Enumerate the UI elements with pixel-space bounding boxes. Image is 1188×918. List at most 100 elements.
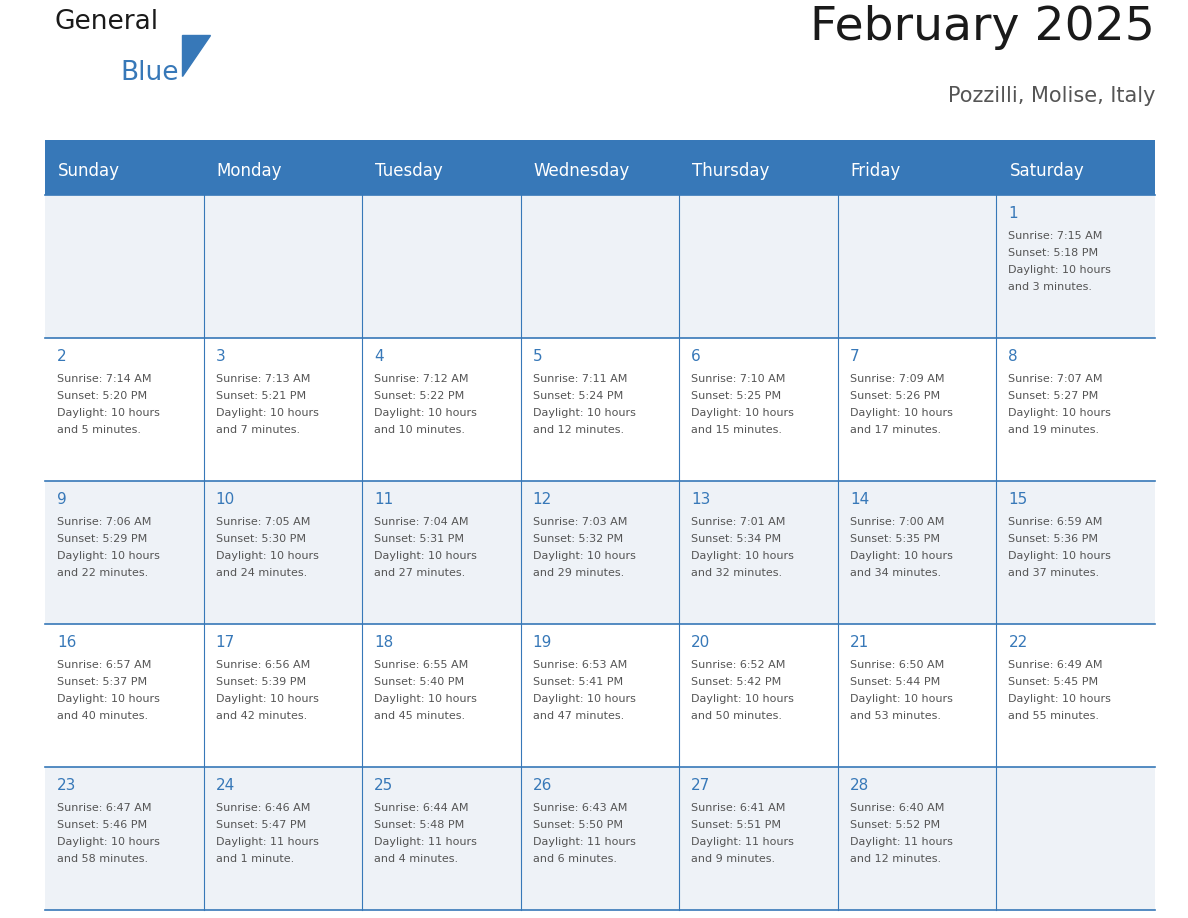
Text: Sunrise: 7:06 AM: Sunrise: 7:06 AM [57,517,151,527]
Text: 22: 22 [1009,635,1028,650]
Text: Saturday: Saturday [1010,162,1085,180]
Text: 1: 1 [1009,206,1018,221]
Bar [997,624,1155,767]
Text: Daylight: 11 hours: Daylight: 11 hours [691,837,794,847]
Text: Blue: Blue [120,60,178,86]
Bar [838,338,997,481]
Bar [203,338,362,481]
Text: 10: 10 [215,492,235,507]
Text: Sunset: 5:50 PM: Sunset: 5:50 PM [532,820,623,830]
Bar [680,624,838,767]
Text: and 9 minutes.: and 9 minutes. [691,854,776,864]
Text: and 24 minutes.: and 24 minutes. [215,568,307,578]
Bar [520,481,680,624]
Bar [997,147,1155,195]
Bar [520,147,680,195]
Text: Sunset: 5:40 PM: Sunset: 5:40 PM [374,677,465,687]
Text: Daylight: 10 hours: Daylight: 10 hours [374,694,478,704]
Text: Sunset: 5:51 PM: Sunset: 5:51 PM [691,820,782,830]
Text: Daylight: 10 hours: Daylight: 10 hours [849,551,953,561]
Text: Daylight: 10 hours: Daylight: 10 hours [691,551,794,561]
Text: Daylight: 10 hours: Daylight: 10 hours [691,694,794,704]
Text: 28: 28 [849,778,870,793]
Bar [838,195,997,338]
Text: and 12 minutes.: and 12 minutes. [849,854,941,864]
Text: Sunrise: 6:43 AM: Sunrise: 6:43 AM [532,803,627,813]
Text: 23: 23 [57,778,76,793]
Bar [45,767,203,910]
Text: Daylight: 10 hours: Daylight: 10 hours [57,837,160,847]
Text: Sunrise: 7:10 AM: Sunrise: 7:10 AM [691,374,785,384]
Text: and 34 minutes.: and 34 minutes. [849,568,941,578]
Bar [838,624,997,767]
Bar [203,767,362,910]
Bar [680,481,838,624]
Bar [45,481,203,624]
Bar [520,338,680,481]
Text: Pozzilli, Molise, Italy: Pozzilli, Molise, Italy [948,86,1155,106]
Text: Sunrise: 7:01 AM: Sunrise: 7:01 AM [691,517,785,527]
Bar [362,147,520,195]
Text: Sunrise: 7:15 AM: Sunrise: 7:15 AM [1009,231,1102,241]
Text: and 15 minutes.: and 15 minutes. [691,425,782,435]
Text: and 27 minutes.: and 27 minutes. [374,568,466,578]
Text: 19: 19 [532,635,552,650]
Text: Sunset: 5:26 PM: Sunset: 5:26 PM [849,391,940,401]
Text: Sunrise: 6:44 AM: Sunrise: 6:44 AM [374,803,468,813]
Text: Friday: Friday [851,162,902,180]
Text: Sunrise: 6:55 AM: Sunrise: 6:55 AM [374,660,468,670]
Text: Sunset: 5:24 PM: Sunset: 5:24 PM [532,391,623,401]
Text: Sunrise: 6:41 AM: Sunrise: 6:41 AM [691,803,785,813]
Text: 16: 16 [57,635,76,650]
Text: Sunrise: 7:05 AM: Sunrise: 7:05 AM [215,517,310,527]
Bar [362,767,520,910]
Bar [45,195,203,338]
Text: Sunrise: 7:09 AM: Sunrise: 7:09 AM [849,374,944,384]
Text: 14: 14 [849,492,870,507]
Text: Sunset: 5:47 PM: Sunset: 5:47 PM [215,820,305,830]
Text: and 17 minutes.: and 17 minutes. [849,425,941,435]
Text: Sunrise: 7:14 AM: Sunrise: 7:14 AM [57,374,152,384]
Text: 7: 7 [849,349,859,364]
Text: and 29 minutes.: and 29 minutes. [532,568,624,578]
Text: and 5 minutes.: and 5 minutes. [57,425,141,435]
Text: Sunset: 5:21 PM: Sunset: 5:21 PM [215,391,305,401]
Text: 8: 8 [1009,349,1018,364]
Text: Daylight: 11 hours: Daylight: 11 hours [532,837,636,847]
Text: and 4 minutes.: and 4 minutes. [374,854,459,864]
Text: Sunset: 5:45 PM: Sunset: 5:45 PM [1009,677,1099,687]
Text: Sunset: 5:37 PM: Sunset: 5:37 PM [57,677,147,687]
Bar [45,147,203,195]
Bar [203,481,362,624]
Text: Sunset: 5:35 PM: Sunset: 5:35 PM [849,534,940,544]
Bar [997,195,1155,338]
Text: and 32 minutes.: and 32 minutes. [691,568,783,578]
Bar [838,147,997,195]
Text: and 58 minutes.: and 58 minutes. [57,854,148,864]
Text: Daylight: 10 hours: Daylight: 10 hours [374,551,478,561]
Text: and 47 minutes.: and 47 minutes. [532,711,624,721]
Text: 6: 6 [691,349,701,364]
Text: Sunrise: 6:47 AM: Sunrise: 6:47 AM [57,803,152,813]
Bar [362,195,520,338]
Text: Daylight: 10 hours: Daylight: 10 hours [1009,408,1111,418]
Bar [203,195,362,338]
Text: 18: 18 [374,635,393,650]
Text: 4: 4 [374,349,384,364]
Bar [362,481,520,624]
Text: Sunset: 5:22 PM: Sunset: 5:22 PM [374,391,465,401]
Text: Daylight: 10 hours: Daylight: 10 hours [215,694,318,704]
Text: Sunset: 5:18 PM: Sunset: 5:18 PM [1009,248,1099,258]
Text: Daylight: 11 hours: Daylight: 11 hours [215,837,318,847]
Text: Sunrise: 6:57 AM: Sunrise: 6:57 AM [57,660,151,670]
Text: Sunrise: 6:50 AM: Sunrise: 6:50 AM [849,660,944,670]
Text: Sunrise: 7:00 AM: Sunrise: 7:00 AM [849,517,944,527]
Text: Sunset: 5:20 PM: Sunset: 5:20 PM [57,391,147,401]
Text: Sunrise: 7:07 AM: Sunrise: 7:07 AM [1009,374,1102,384]
Text: Sunset: 5:27 PM: Sunset: 5:27 PM [1009,391,1099,401]
Text: 2: 2 [57,349,67,364]
Text: and 55 minutes.: and 55 minutes. [1009,711,1099,721]
Text: Sunset: 5:34 PM: Sunset: 5:34 PM [691,534,782,544]
Text: Sunrise: 7:04 AM: Sunrise: 7:04 AM [374,517,468,527]
Bar [203,147,362,195]
